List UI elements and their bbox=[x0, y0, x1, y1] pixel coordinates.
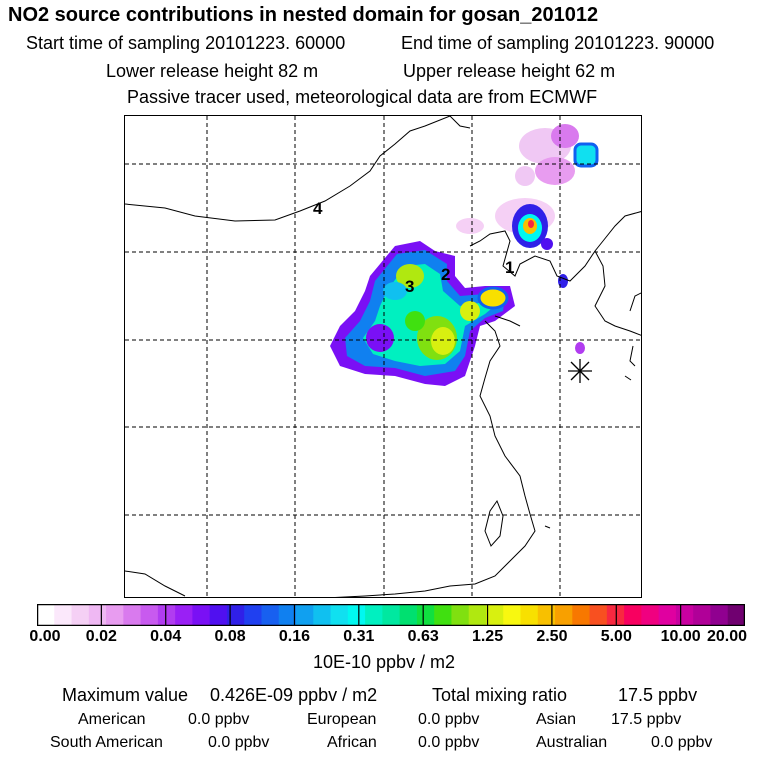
color-swatch bbox=[416, 604, 435, 626]
color-swatch bbox=[106, 604, 124, 626]
color-scale-tick-label: 0.02 bbox=[85, 628, 117, 645]
color-swatch bbox=[693, 604, 712, 626]
max-value-label: Maximum value bbox=[62, 685, 189, 705]
color-swatch bbox=[624, 604, 642, 626]
color-swatch bbox=[641, 604, 660, 626]
contrib-name-american: American bbox=[78, 711, 146, 728]
color-scale-tick-label: 0.63 bbox=[407, 628, 439, 645]
color-swatch bbox=[468, 604, 487, 626]
color-scale-border bbox=[37, 604, 745, 626]
start-time-label: Start time of sampling 20101223. 60000 bbox=[26, 33, 346, 53]
contrib-value-american: 0.0 ppbv bbox=[188, 711, 250, 728]
total-mixing-label: Total mixing ratio bbox=[432, 685, 568, 705]
color-scale-tick-label: 5.00 bbox=[600, 628, 632, 645]
color-swatch bbox=[157, 604, 176, 626]
color-swatch bbox=[330, 604, 349, 626]
contrib-value-african: 0.0 ppbv bbox=[418, 734, 480, 751]
color-scale-tick-label: 20.00 bbox=[706, 628, 748, 645]
color-swatch bbox=[503, 604, 522, 626]
upper-height-label: Upper release height 62 m bbox=[403, 61, 616, 81]
color-swatch bbox=[434, 604, 453, 626]
color-swatch bbox=[313, 604, 332, 626]
color-swatch bbox=[209, 604, 228, 626]
color-scale-tick-label: 0.04 bbox=[150, 628, 182, 645]
contrib-name-australian: Australian bbox=[536, 734, 608, 751]
coastlines bbox=[125, 116, 641, 597]
contrib-name-european: European bbox=[307, 711, 377, 728]
total-mixing-value: 17.5 ppbv bbox=[618, 685, 698, 705]
map-panel: 1 2 3 4 bbox=[124, 115, 642, 598]
contrib-value-australian: 0.0 ppbv bbox=[651, 734, 713, 751]
end-time-label: End time of sampling 20101223. 90000 bbox=[401, 33, 715, 53]
color-scale-tick-label: 2.50 bbox=[536, 628, 568, 645]
contrib-name-south-american: South American bbox=[50, 734, 163, 751]
color-swatch bbox=[54, 604, 73, 626]
color-swatch bbox=[347, 604, 366, 626]
color-scale-tick-label: 0.08 bbox=[214, 628, 246, 645]
color-scale-tick-label: 1.25 bbox=[471, 628, 504, 645]
max-value: 0.426E-09 ppbv / m2 bbox=[210, 685, 378, 705]
color-swatch bbox=[658, 604, 677, 626]
color-swatch bbox=[572, 604, 591, 626]
color-swatch bbox=[589, 604, 608, 626]
contrib-name-asian: Asian bbox=[536, 711, 577, 728]
color-swatch bbox=[485, 604, 504, 626]
contrib-value-european: 0.0 ppbv bbox=[418, 711, 480, 728]
color-swatch bbox=[71, 604, 90, 626]
color-swatch bbox=[140, 604, 159, 626]
lower-height-label: Lower release height 82 m bbox=[106, 61, 319, 81]
color-scale-tick-label: 10.00 bbox=[660, 628, 701, 645]
color-swatch bbox=[296, 604, 314, 626]
region-label-1: 1 bbox=[505, 258, 514, 277]
color-swatch bbox=[123, 604, 142, 626]
color-swatch bbox=[382, 604, 401, 626]
color-scale-units: 10E-10 ppbv / m2 bbox=[312, 652, 456, 672]
color-swatch bbox=[555, 604, 573, 626]
color-swatch bbox=[88, 604, 107, 626]
color-swatch bbox=[399, 604, 418, 626]
color-swatch bbox=[261, 604, 280, 626]
plume-shading bbox=[330, 124, 599, 386]
color-swatch bbox=[710, 604, 729, 626]
color-scale-tick-label: 0.16 bbox=[278, 628, 311, 645]
color-swatch bbox=[175, 604, 194, 626]
color-scale-tick-label: 0.00 bbox=[29, 628, 61, 645]
color-scale-bar bbox=[37, 604, 745, 626]
color-swatch bbox=[537, 604, 556, 626]
color-swatch bbox=[37, 604, 55, 626]
contrib-name-african: African bbox=[327, 734, 377, 751]
color-swatch bbox=[520, 604, 539, 626]
region-label-3: 3 bbox=[405, 277, 414, 296]
plot-title: NO2 source contributions in nested domai… bbox=[8, 4, 599, 26]
color-swatch bbox=[192, 604, 211, 626]
contrib-value-south-american: 0.0 ppbv bbox=[208, 734, 270, 751]
map-canvas: 1 2 3 4 bbox=[125, 116, 641, 597]
color-scale-tick-label: 0.31 bbox=[343, 628, 375, 645]
color-swatch bbox=[675, 604, 694, 626]
grid-lines bbox=[125, 116, 641, 597]
color-swatch bbox=[451, 604, 470, 626]
region-label-4: 4 bbox=[313, 199, 323, 218]
region-label-2: 2 bbox=[441, 265, 450, 284]
tracer-note: Passive tracer used, meteorological data… bbox=[127, 87, 598, 107]
color-swatch bbox=[727, 604, 745, 626]
color-swatch bbox=[365, 604, 383, 626]
color-swatch bbox=[244, 604, 263, 626]
contrib-value-asian: 17.5 ppbv bbox=[611, 711, 682, 728]
color-swatch bbox=[278, 604, 297, 626]
asterisk-icon bbox=[568, 359, 592, 383]
color-swatch bbox=[226, 604, 245, 626]
